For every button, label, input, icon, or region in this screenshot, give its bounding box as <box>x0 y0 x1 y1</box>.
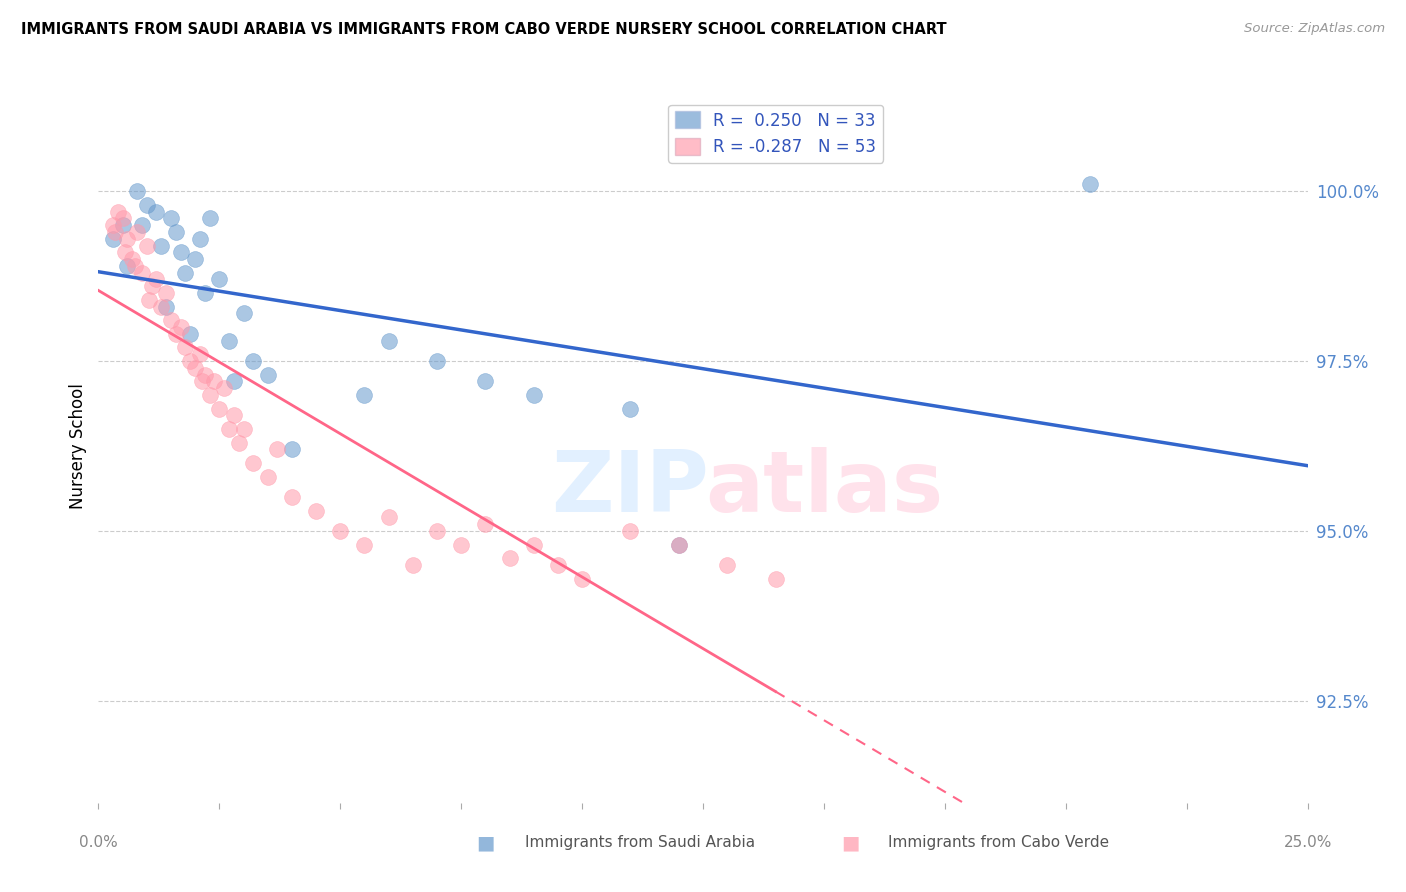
Point <box>218 422 240 436</box>
Point <box>232 306 254 320</box>
Point <box>204 375 226 389</box>
Point <box>194 286 217 301</box>
Point <box>668 537 690 551</box>
Point <box>117 232 139 246</box>
Point <box>765 572 787 586</box>
Point <box>242 456 264 470</box>
Point <box>474 375 496 389</box>
Point <box>138 293 160 307</box>
Point <box>155 286 177 301</box>
Point <box>353 537 375 551</box>
Point <box>165 225 187 239</box>
Point <box>377 334 399 348</box>
Point <box>198 211 221 226</box>
Text: 25.0%: 25.0% <box>1284 836 1331 850</box>
Point <box>188 347 211 361</box>
Text: Source: ZipAtlas.com: Source: ZipAtlas.com <box>1244 22 1385 36</box>
Point <box>1078 178 1101 192</box>
Text: Immigrants from Cabo Verde: Immigrants from Cabo Verde <box>887 836 1109 850</box>
Point <box>188 232 211 246</box>
Point <box>426 524 449 538</box>
Point <box>523 388 546 402</box>
Point <box>266 442 288 457</box>
Point <box>228 435 250 450</box>
Point <box>124 259 146 273</box>
Point <box>107 204 129 219</box>
Text: 0.0%: 0.0% <box>79 836 118 850</box>
Point <box>232 422 254 436</box>
Point <box>222 375 245 389</box>
Point <box>179 326 201 341</box>
Point <box>198 388 221 402</box>
Text: IMMIGRANTS FROM SAUDI ARABIA VS IMMIGRANTS FROM CABO VERDE NURSERY SCHOOL CORREL: IMMIGRANTS FROM SAUDI ARABIA VS IMMIGRAN… <box>21 22 946 37</box>
Point <box>114 245 136 260</box>
Point <box>281 490 304 504</box>
Point <box>256 368 278 382</box>
Point <box>426 354 449 368</box>
Point <box>523 537 546 551</box>
Point <box>101 232 124 246</box>
Point <box>155 300 177 314</box>
Point <box>450 537 472 551</box>
Point <box>242 354 264 368</box>
Point <box>174 266 197 280</box>
Point <box>174 341 197 355</box>
Point <box>127 184 149 198</box>
Point <box>402 558 425 572</box>
Point <box>212 381 235 395</box>
Point <box>121 252 143 266</box>
Y-axis label: Nursery School: Nursery School <box>69 383 87 509</box>
Text: atlas: atlas <box>704 447 943 531</box>
Point <box>222 409 245 423</box>
Point <box>353 388 375 402</box>
Point <box>169 320 191 334</box>
Point <box>117 259 139 273</box>
Point <box>619 401 641 416</box>
Point <box>191 375 214 389</box>
Point <box>281 442 304 457</box>
Point <box>165 326 187 341</box>
Point <box>135 238 157 252</box>
Text: Immigrants from Saudi Arabia: Immigrants from Saudi Arabia <box>524 836 755 850</box>
Text: ■: ■ <box>841 833 860 853</box>
Point <box>716 558 738 572</box>
Point <box>111 211 134 226</box>
Point <box>104 225 127 239</box>
Point <box>547 558 569 572</box>
Point <box>474 517 496 532</box>
Point <box>135 198 157 212</box>
Point <box>208 401 231 416</box>
Point <box>150 300 173 314</box>
Point <box>619 524 641 538</box>
Point <box>111 218 134 232</box>
Point <box>194 368 217 382</box>
Point <box>160 313 183 327</box>
Point <box>145 204 167 219</box>
Point <box>498 551 520 566</box>
Point <box>127 225 149 239</box>
Point <box>150 238 173 252</box>
Point <box>131 266 153 280</box>
Point <box>218 334 240 348</box>
Point <box>184 252 207 266</box>
Point <box>141 279 163 293</box>
Point <box>571 572 593 586</box>
Point <box>184 360 207 375</box>
Point <box>256 469 278 483</box>
Point <box>179 354 201 368</box>
Point <box>145 272 167 286</box>
Point <box>160 211 183 226</box>
Point <box>668 537 690 551</box>
Text: ■: ■ <box>475 833 495 853</box>
Point <box>329 524 352 538</box>
Point <box>305 503 328 517</box>
Legend: R =  0.250   N = 33, R = -0.287   N = 53: R = 0.250 N = 33, R = -0.287 N = 53 <box>668 104 883 162</box>
Point <box>377 510 399 524</box>
Point <box>131 218 153 232</box>
Point <box>208 272 231 286</box>
Text: ZIP: ZIP <box>551 447 709 531</box>
Point <box>169 245 191 260</box>
Point <box>101 218 124 232</box>
